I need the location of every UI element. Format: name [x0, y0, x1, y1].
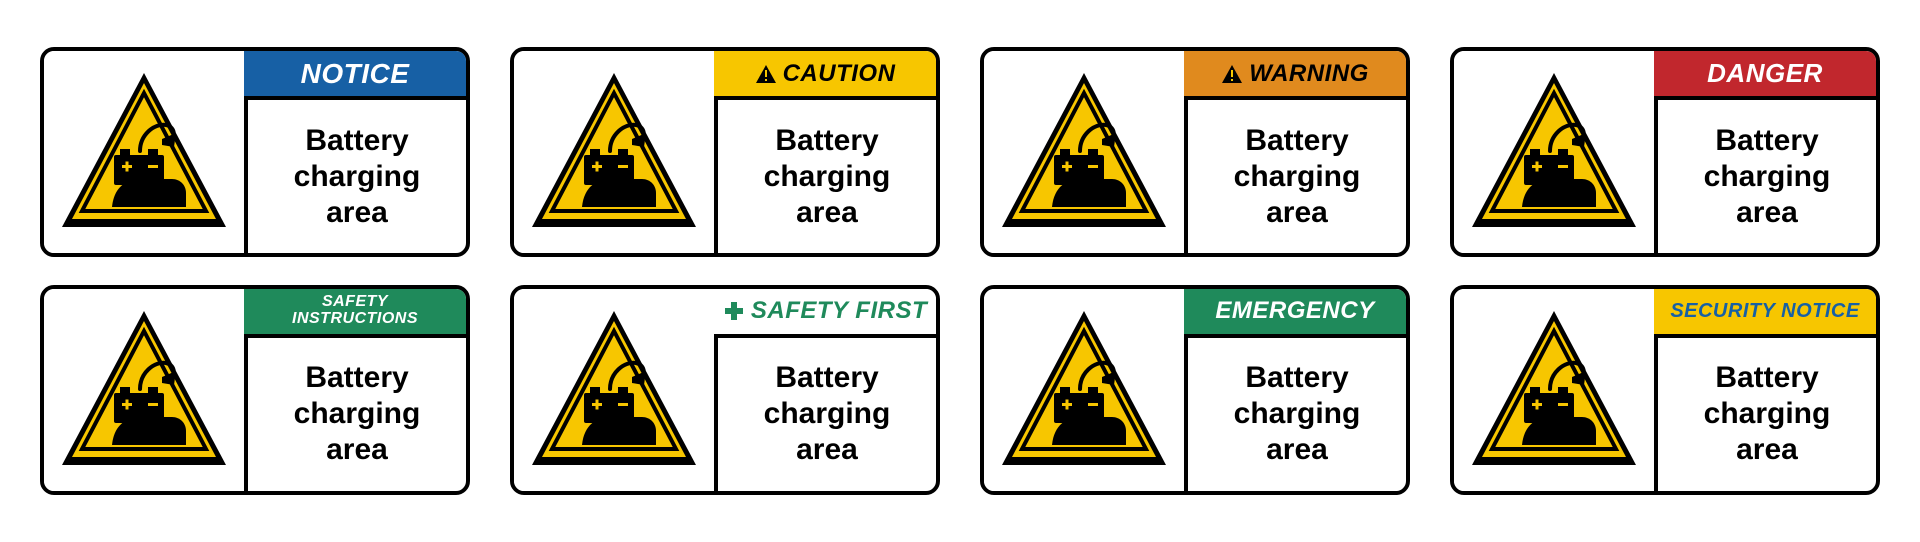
message-line: area: [1704, 432, 1831, 468]
safety-sign: CAUTION Battery charging area: [510, 47, 940, 257]
sign-message: Battery charging area: [1184, 96, 1406, 253]
message-line: area: [294, 432, 421, 468]
sign-message: Battery charging area: [1184, 334, 1406, 491]
sign-header: NOTICE: [244, 51, 466, 96]
sign-pictogram-panel: [984, 51, 1184, 253]
sign-header: CAUTION: [714, 51, 936, 96]
sign-header-label: SAFETY FIRST: [751, 297, 927, 325]
message-line: charging: [294, 396, 421, 432]
alert-triangle-icon: [755, 64, 777, 84]
message-line: charging: [1704, 396, 1831, 432]
sign-text-panel: SAFETY INSTRUCTIONS Battery charging are…: [244, 289, 466, 491]
battery-charging-triangle-icon: [54, 67, 234, 237]
safety-sign: SAFETY FIRST Battery charging area: [510, 285, 940, 495]
message-line: Battery: [1234, 360, 1361, 396]
sign-message: Battery charging area: [244, 96, 466, 253]
battery-charging-triangle-icon: [1464, 305, 1644, 475]
sign-header-label: NOTICE: [301, 58, 410, 90]
sign-text-panel: SECURITY NOTICE Battery charging area: [1654, 289, 1876, 491]
sign-header: SECURITY NOTICE: [1654, 289, 1876, 334]
sign-header-label: DANGER: [1707, 58, 1823, 89]
message-line: Battery: [294, 123, 421, 159]
sign-message: Battery charging area: [714, 334, 936, 491]
sign-pictogram-panel: [514, 51, 714, 253]
sign-header: EMERGENCY: [1184, 289, 1406, 334]
sign-pictogram-panel: [44, 289, 244, 491]
sign-text-panel: NOTICE Battery charging area: [244, 51, 466, 253]
sign-row-2: SAFETY INSTRUCTIONS Battery charging are…: [40, 285, 1880, 495]
message-line: area: [764, 432, 891, 468]
battery-charging-triangle-icon: [1464, 67, 1644, 237]
message-line: area: [294, 195, 421, 231]
message-line: Battery: [764, 360, 891, 396]
message-line: area: [1704, 195, 1831, 231]
sign-row-1: NOTICE Battery charging area: [40, 47, 1880, 257]
message-line: Battery: [764, 123, 891, 159]
safety-sign: SAFETY INSTRUCTIONS Battery charging are…: [40, 285, 470, 495]
sign-header: SAFETY FIRST: [714, 289, 936, 334]
sign-header-label: EMERGENCY: [1215, 297, 1374, 325]
sign-text-panel: CAUTION Battery charging area: [714, 51, 936, 253]
message-line: charging: [1234, 159, 1361, 195]
alert-triangle-icon: [1221, 64, 1243, 84]
sign-pictogram-panel: [984, 289, 1184, 491]
safety-cross-icon: [723, 300, 745, 322]
sign-text-panel: WARNING Battery charging area: [1184, 51, 1406, 253]
sign-pictogram-panel: [44, 51, 244, 253]
sign-message: Battery charging area: [244, 334, 466, 491]
battery-charging-triangle-icon: [524, 67, 704, 237]
message-line: area: [1234, 432, 1361, 468]
sign-pictogram-panel: [1454, 289, 1654, 491]
sign-header-label: SECURITY NOTICE: [1670, 300, 1859, 323]
battery-charging-triangle-icon: [994, 67, 1174, 237]
message-line: Battery: [294, 360, 421, 396]
sign-text-panel: DANGER Battery charging area: [1654, 51, 1876, 253]
message-line: area: [1234, 195, 1361, 231]
sign-header-label: WARNING: [1249, 60, 1369, 88]
sign-message: Battery charging area: [1654, 334, 1876, 491]
message-line: Battery: [1704, 360, 1831, 396]
sign-pictogram-panel: [514, 289, 714, 491]
sign-header: SAFETY INSTRUCTIONS: [244, 289, 466, 334]
message-line: Battery: [1704, 123, 1831, 159]
safety-sign: DANGER Battery charging area: [1450, 47, 1880, 257]
message-line: charging: [1234, 396, 1361, 432]
battery-charging-triangle-icon: [54, 305, 234, 475]
sign-message: Battery charging area: [714, 96, 936, 253]
battery-charging-triangle-icon: [994, 305, 1174, 475]
sign-text-panel: EMERGENCY Battery charging area: [1184, 289, 1406, 491]
battery-charging-triangle-icon: [524, 305, 704, 475]
message-line: charging: [294, 159, 421, 195]
sign-header: WARNING: [1184, 51, 1406, 96]
sign-header: DANGER: [1654, 51, 1876, 96]
sign-message: Battery charging area: [1654, 96, 1876, 253]
message-line: Battery: [1234, 123, 1361, 159]
message-line: charging: [764, 159, 891, 195]
safety-sign: SECURITY NOTICE Battery charging area: [1450, 285, 1880, 495]
sign-pictogram-panel: [1454, 51, 1654, 253]
sign-header-label: SAFETY INSTRUCTIONS: [292, 294, 418, 328]
safety-sign: WARNING Battery charging area: [980, 47, 1410, 257]
safety-sign: NOTICE Battery charging area: [40, 47, 470, 257]
safety-sign: EMERGENCY Battery charging area: [980, 285, 1410, 495]
message-line: charging: [764, 396, 891, 432]
sign-header-label: CAUTION: [783, 60, 896, 88]
sign-text-panel: SAFETY FIRST Battery charging area: [714, 289, 936, 491]
message-line: area: [764, 195, 891, 231]
message-line: charging: [1704, 159, 1831, 195]
